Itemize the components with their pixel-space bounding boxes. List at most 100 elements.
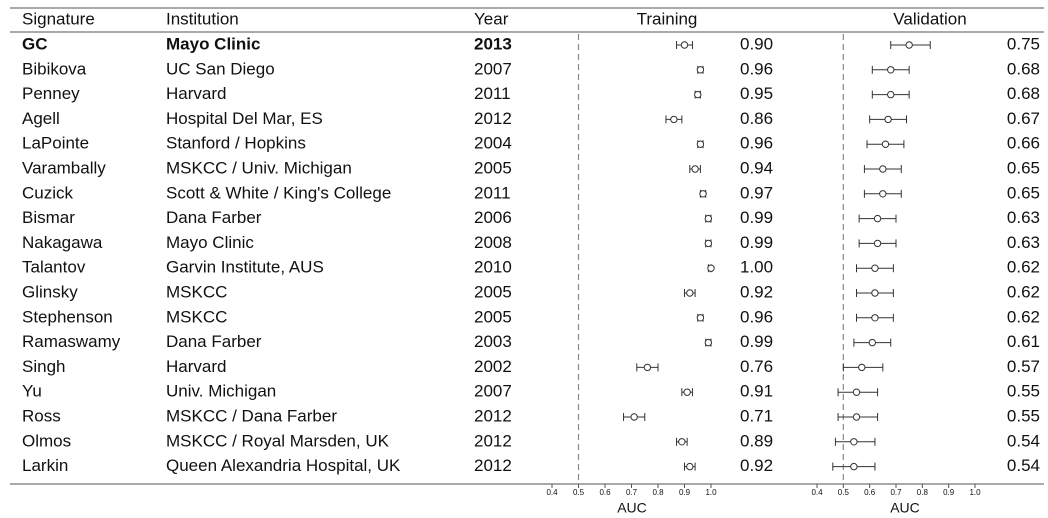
table-cell: 2012 (474, 456, 512, 475)
table-cell: 2011 (474, 84, 511, 103)
table-cell: MSKCC / Royal Marsden, UK (166, 431, 390, 450)
point (868, 338, 876, 347)
x-tick-label: 0.8 (652, 488, 664, 497)
point (858, 363, 866, 372)
value-label: 0.62 (1007, 307, 1040, 326)
table-cell: Talantov (22, 258, 86, 277)
table-cell: 2012 (474, 431, 512, 450)
value-label: 0.63 (1007, 233, 1040, 252)
table-cell: LaPointe (22, 134, 89, 153)
value-label: 0.62 (1007, 282, 1040, 301)
point (683, 388, 691, 396)
point (699, 190, 707, 198)
table-cell: Mayo Clinic (166, 233, 254, 252)
point (707, 264, 715, 272)
table-cell: Dana Farber (166, 208, 262, 227)
table-cell: 2010 (474, 258, 512, 277)
value-label: 0.55 (1007, 406, 1040, 425)
x-axis-label: AUC (890, 500, 920, 516)
value-label: 0.66 (1007, 134, 1040, 153)
value-label: 0.65 (1007, 158, 1040, 177)
table-cell: 2005 (474, 158, 512, 177)
table-cell: 2005 (474, 282, 512, 301)
point (696, 314, 705, 322)
table-cell: Cuzick (22, 183, 74, 202)
table-cell: Scott & White / King's College (166, 183, 391, 202)
panel-title: Validation (893, 9, 966, 28)
point (871, 314, 879, 322)
table-cell: Queen Alexandria Hospital, UK (166, 456, 401, 475)
table-cell: Agell (22, 109, 60, 128)
value-label: 0.99 (740, 332, 773, 351)
table-cell: Ramaswamy (22, 332, 121, 351)
value-label: 0.57 (1007, 357, 1040, 376)
value-label: 0.97 (740, 183, 773, 202)
value-label: 0.61 (1007, 332, 1040, 351)
table-cell: Nakagawa (22, 233, 103, 252)
table-cell: MSKCC (166, 282, 227, 301)
table-cell: MSKCC / Univ. Michigan (166, 158, 352, 177)
table-cell: Singh (22, 357, 65, 376)
x-tick-label: 0.4 (546, 488, 558, 497)
table-cell: 2007 (474, 59, 512, 78)
point (678, 438, 686, 446)
value-label: 0.86 (740, 109, 773, 128)
value-label: 0.92 (740, 282, 773, 301)
value-label: 0.54 (1007, 431, 1040, 450)
value-label: 0.96 (740, 59, 773, 78)
table-cell: Olmos (22, 431, 71, 450)
value-label: 0.99 (740, 233, 773, 252)
table-cell: Hospital Del Mar, ES (166, 109, 323, 128)
value-label: 0.65 (1007, 183, 1040, 202)
value-label: 1.00 (740, 258, 773, 277)
point (887, 66, 895, 74)
point (871, 289, 879, 297)
value-label: 0.96 (740, 134, 773, 153)
point (686, 289, 694, 297)
point (873, 214, 882, 223)
table-cell: Glinsky (22, 282, 78, 301)
point (905, 41, 913, 49)
table-cell: 2004 (474, 134, 512, 153)
value-label: 0.62 (1007, 258, 1040, 277)
table-cell: Harvard (166, 357, 226, 376)
x-tick-label: 0.5 (573, 488, 585, 497)
table-cell: 2008 (474, 233, 512, 252)
point (630, 413, 638, 421)
point (850, 438, 858, 446)
table-cell: Ross (22, 406, 61, 425)
point (852, 388, 861, 396)
value-label: 0.55 (1007, 382, 1040, 401)
x-tick-label: 0.4 (811, 488, 823, 497)
point (696, 140, 705, 148)
x-tick-label: 0.8 (917, 488, 929, 497)
table-cell: 2005 (474, 307, 512, 326)
x-tick-label: 0.9 (943, 488, 955, 497)
point (680, 41, 689, 49)
table-cell: 2003 (474, 332, 512, 351)
value-label: 0.71 (740, 406, 773, 425)
value-label: 0.89 (740, 431, 773, 450)
value-label: 0.99 (740, 208, 773, 227)
column-header: Year (474, 9, 509, 28)
point (704, 338, 713, 347)
table-cell: Varambally (22, 158, 106, 177)
point (643, 363, 652, 372)
x-tick-label: 0.9 (679, 488, 691, 497)
table-cell: 2013 (474, 34, 512, 53)
value-label: 0.54 (1007, 456, 1040, 475)
x-tick-label: 0.5 (838, 488, 850, 497)
table-cell: 2002 (474, 357, 512, 376)
point (691, 165, 699, 173)
table-cell: MSKCC / Dana Farber (166, 406, 337, 425)
table-cell: Garvin Institute, AUS (166, 258, 324, 277)
table-cell: Yu (22, 382, 42, 401)
point (881, 140, 890, 148)
table-cell: Penney (22, 84, 80, 103)
x-tick-label: 0.6 (599, 488, 611, 497)
point (704, 239, 713, 248)
value-label: 0.96 (740, 307, 773, 326)
column-header: Signature (22, 9, 95, 28)
value-label: 0.68 (1007, 84, 1040, 103)
